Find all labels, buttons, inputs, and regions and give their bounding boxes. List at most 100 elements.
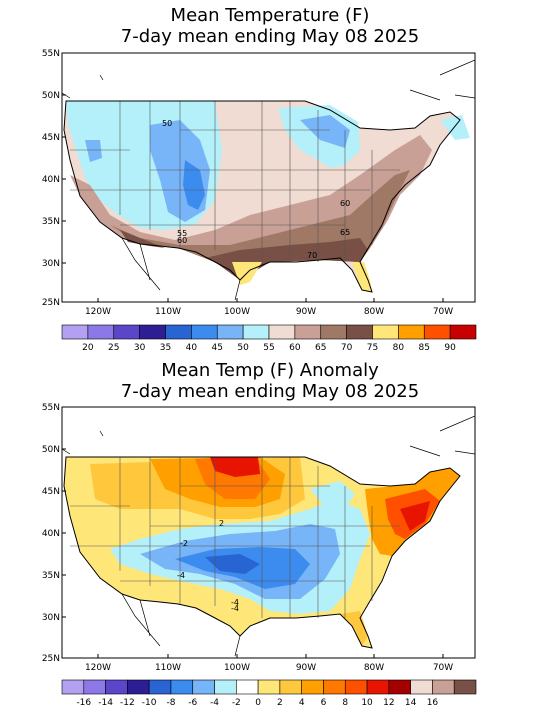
legend-swatch	[410, 679, 433, 695]
legend-label: 8	[342, 698, 348, 708]
legend-label: -8	[166, 698, 175, 708]
lon-tick-label: 80W	[364, 307, 384, 317]
lat-tick-label: 45N	[42, 487, 60, 497]
legend-label: -16	[76, 698, 91, 708]
lat-tick-label: 50N	[42, 91, 60, 101]
legend-label: 4	[299, 698, 305, 708]
panel1-temperature-field	[62, 59, 475, 301]
warmest-region-new-england	[400, 501, 430, 531]
panel1-lat-axis: 55N 50N 45N 40N 35N 30N 25N	[42, 49, 60, 308]
lon-tick-label: 90W	[296, 663, 316, 673]
legend-label: 2	[277, 698, 283, 708]
legend-swatch	[268, 324, 296, 340]
neighbor-outlines	[62, 415, 475, 657]
panel2-map: -4 -2 -4 -4 2 55N 50N 45N 40N 35N 30N 25…	[42, 403, 477, 708]
legend-swatch	[388, 679, 411, 695]
legend-swatch	[113, 324, 140, 340]
legend-label: 10	[361, 698, 373, 708]
cool-region-great-lakes	[310, 481, 355, 509]
lat-tick-label: 55N	[42, 49, 60, 59]
legend-swatch	[279, 679, 302, 695]
panel1-lat-tickmarks	[62, 94, 444, 302]
legend-label: 85	[419, 343, 430, 353]
contour-label: -2	[180, 539, 188, 548]
legend-swatch	[323, 679, 346, 695]
legend-swatch	[192, 679, 215, 695]
legend-label: -6	[188, 698, 197, 708]
lon-tick-label: 110W	[155, 307, 181, 317]
legend-swatch	[372, 324, 399, 340]
panel2-legend-labels: -16 -14 -12 -10 -8 -6 -4 -2 0 2 4 6 8 10 12 14 16	[76, 698, 438, 708]
lon-tick-label: 70W	[433, 307, 453, 317]
band-75-southwest	[120, 230, 165, 248]
legend-swatch	[242, 324, 270, 340]
contour-label: -4	[177, 571, 185, 580]
contour-label: -4	[231, 598, 239, 607]
us-coastline	[63, 456, 461, 649]
panel2-lon-axis: 120W 110W 100W 90W 80W 70W	[85, 663, 453, 673]
legend-label: 0	[255, 698, 261, 708]
panel2-lat-tickmarks	[62, 448, 444, 658]
contour-label: 60	[177, 236, 187, 245]
lat-tick-label: 40N	[42, 175, 60, 185]
lon-tick-label: 70W	[433, 663, 453, 673]
panel1-subtitle: 7-day mean ending May 08 2025	[120, 26, 420, 47]
legend-label: -14	[98, 698, 113, 708]
legend-swatch	[294, 324, 322, 340]
legend-swatch	[236, 679, 259, 695]
panel1-frame	[61, 52, 476, 303]
us-coastline	[63, 100, 461, 293]
lon-tick-label: 110W	[155, 663, 181, 673]
panel1-lon-axis: 120W 110W 100W 90W 80W 70W	[85, 307, 453, 317]
cool-region-maine	[440, 115, 470, 140]
legend-label: 60	[289, 343, 301, 353]
contour-label: 60	[340, 199, 350, 208]
legend-label: 65	[315, 343, 326, 353]
warmest-region-north-dakota	[210, 457, 260, 477]
contour-label: -4	[231, 604, 239, 613]
lon-tick-label: 90W	[296, 307, 316, 317]
state-boundaries	[70, 457, 400, 618]
legend-label: 40	[186, 343, 198, 353]
lon-tick-label: 120W	[85, 307, 111, 317]
panel2-title: Mean Temp (F) Anomaly	[161, 360, 379, 381]
lon-tick-label: 100W	[224, 663, 250, 673]
coolest-core-oklahoma	[205, 554, 260, 574]
legend-label: 45	[212, 343, 223, 353]
legend-label: -10	[142, 698, 157, 708]
lon-tick-label: 80W	[364, 663, 384, 673]
panel1-title: Mean Temperature (F)	[170, 5, 370, 26]
legend-swatch	[61, 324, 89, 340]
legend-label: 55	[263, 343, 274, 353]
legend-swatch	[257, 679, 281, 695]
lat-tick-label: 55N	[42, 403, 60, 413]
lat-tick-label: 40N	[42, 529, 60, 539]
band-80-florida	[352, 262, 372, 292]
legend-label: 6	[321, 698, 327, 708]
lat-tick-label: 25N	[42, 298, 60, 308]
lat-tick-label: 45N	[42, 133, 60, 143]
legend-label: 75	[367, 343, 378, 353]
legend-label: -12	[120, 698, 135, 708]
panel1-map: 50 60 55 65 60 70 55N 50N 45N 40N 35N 30…	[42, 49, 477, 353]
lat-tick-label: 30N	[42, 613, 60, 623]
legend-label: 14	[405, 698, 417, 708]
legend-swatch	[127, 679, 150, 695]
panel1-color-legend	[61, 324, 477, 340]
legend-swatch	[344, 679, 368, 695]
contour-label: 65	[340, 228, 350, 237]
contour-label: 2	[219, 519, 224, 528]
contour-label: 50	[162, 119, 172, 128]
legend-swatch	[148, 679, 172, 695]
panel2-color-legend	[61, 679, 477, 695]
lat-tick-label: 35N	[42, 571, 60, 581]
legend-swatch	[87, 324, 115, 340]
cold-region-michigan	[300, 115, 350, 148]
legend-swatch	[320, 324, 347, 340]
lon-tick-label: 120W	[85, 663, 111, 673]
panel1-legend-labels: 20 25 30 35 40 45 50 55 60 65 70 75 80 85 90	[82, 343, 456, 353]
legend-swatch	[61, 679, 85, 695]
legend-swatch	[216, 324, 244, 340]
contour-label: 55	[177, 229, 187, 238]
lon-tick-label: 100W	[224, 307, 250, 317]
